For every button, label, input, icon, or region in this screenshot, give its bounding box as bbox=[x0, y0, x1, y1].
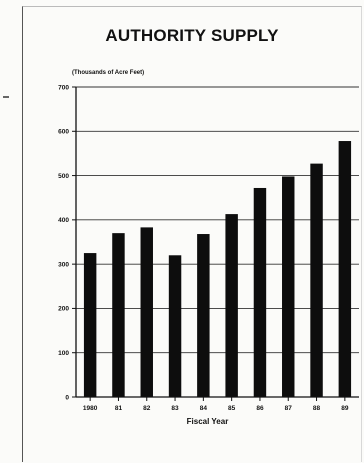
x-tick-label: 86 bbox=[256, 405, 264, 412]
bar bbox=[282, 176, 295, 397]
bar bbox=[253, 187, 267, 397]
axes bbox=[72, 86, 359, 401]
x-tick-label: 88 bbox=[313, 405, 321, 412]
bar bbox=[310, 163, 323, 397]
y-tick-label: 0 bbox=[65, 394, 69, 401]
bar bbox=[140, 227, 153, 397]
bar bbox=[197, 234, 210, 397]
y-tick-label: 500 bbox=[58, 173, 69, 180]
x-axis-title: Fiscal Year bbox=[187, 417, 229, 426]
bar bbox=[225, 214, 238, 397]
x-tick-label: 84 bbox=[200, 405, 208, 412]
x-tick-label: 82 bbox=[143, 405, 151, 412]
chart-frame bbox=[22, 6, 362, 462]
tick-labels: 0 100 200 300 400 500 600 700 1980 81 82 83 84 85 86 87… bbox=[58, 84, 349, 412]
bar bbox=[112, 233, 125, 397]
x-tick-label: 89 bbox=[341, 405, 349, 412]
bars bbox=[83, 141, 352, 397]
y-tick-label: 600 bbox=[58, 129, 69, 136]
edge-mark bbox=[3, 96, 9, 98]
x-tick-label: 87 bbox=[285, 405, 293, 412]
chart-title: AUTHORITY SUPPLY bbox=[105, 26, 279, 45]
bar bbox=[168, 255, 182, 397]
x-tick-label: 81 bbox=[115, 405, 123, 412]
y-tick-label: 700 bbox=[58, 84, 69, 91]
y-tick-label: 200 bbox=[58, 306, 69, 313]
y-tick-label: 300 bbox=[58, 261, 69, 268]
y-tick-label: 100 bbox=[58, 350, 69, 357]
y-tick-label: 400 bbox=[58, 217, 69, 224]
bar bbox=[338, 141, 352, 397]
x-tick-label: 83 bbox=[171, 405, 179, 412]
bar bbox=[83, 253, 97, 397]
x-tick-label: 1980 bbox=[83, 405, 98, 412]
y-axis-unit-label: (Thousands of Acre Feet) bbox=[72, 70, 144, 76]
x-tick-label: 85 bbox=[228, 405, 236, 412]
